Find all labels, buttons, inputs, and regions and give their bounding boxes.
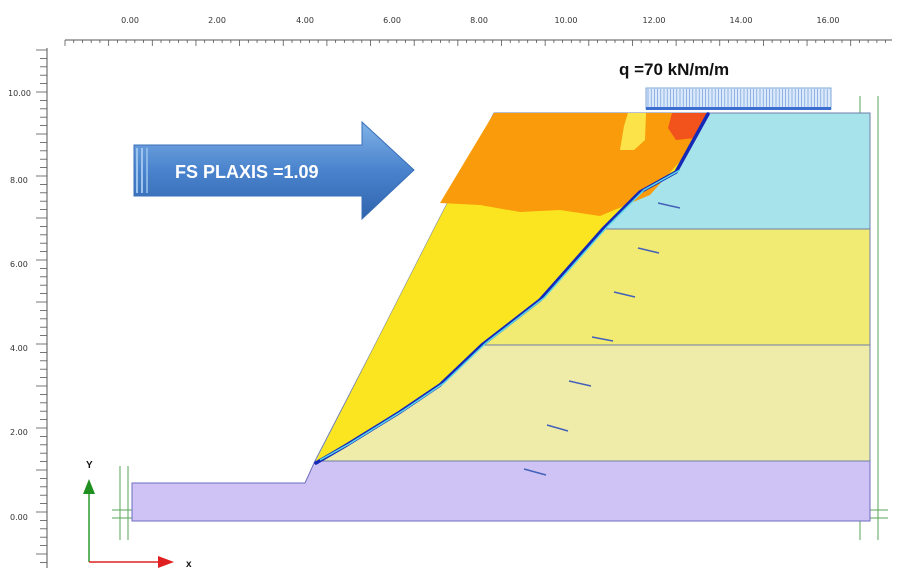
y-axis-ruler xyxy=(36,48,48,568)
x-tick-label: 12.00 xyxy=(643,16,666,25)
wedge-red-hotspot xyxy=(668,113,708,140)
x-tick-label: 10.00 xyxy=(555,16,578,25)
distributed-load xyxy=(645,87,832,110)
y-tick-label: 0.00 xyxy=(10,513,28,522)
y-tick-label: 8.00 xyxy=(10,176,28,185)
x-tick-label: 8.00 xyxy=(470,16,488,25)
wedge-light-patch xyxy=(620,113,646,150)
x-axis-ruler xyxy=(64,39,892,46)
x-tick-label: 0.00 xyxy=(121,16,139,25)
coordinate-axes xyxy=(83,479,174,568)
shear-band-halo xyxy=(319,169,681,461)
y-axis-letter: Y xyxy=(86,460,93,471)
y-tick-label: 4.00 xyxy=(10,344,28,353)
x-tick-label: 14.00 xyxy=(730,16,753,25)
y-tick-label: 6.00 xyxy=(10,260,28,269)
x-axis-letter: x xyxy=(186,559,192,570)
fs-label: FS PLAXIS =1.09 xyxy=(175,162,319,182)
fs-callout-arrow xyxy=(133,120,415,221)
x-tick-label: 2.00 xyxy=(208,16,226,25)
y-tick-labels: 0.00 2.00 4.00 6.00 8.00 10.00 xyxy=(8,89,31,522)
y-tick-label: 2.00 xyxy=(10,428,28,437)
bedrock-layer xyxy=(131,460,871,522)
x-tick-label: 4.00 xyxy=(296,16,314,25)
y-tick-label: 10.00 xyxy=(8,89,31,98)
x-tick-label: 16.00 xyxy=(817,16,840,25)
x-tick-label: 6.00 xyxy=(383,16,401,25)
x-tick-labels: 0.00 2.00 4.00 6.00 8.00 10.00 12.00 14.… xyxy=(121,16,839,25)
load-label: q =70 kN/m/m xyxy=(619,60,729,79)
displacement-markers xyxy=(523,202,681,476)
